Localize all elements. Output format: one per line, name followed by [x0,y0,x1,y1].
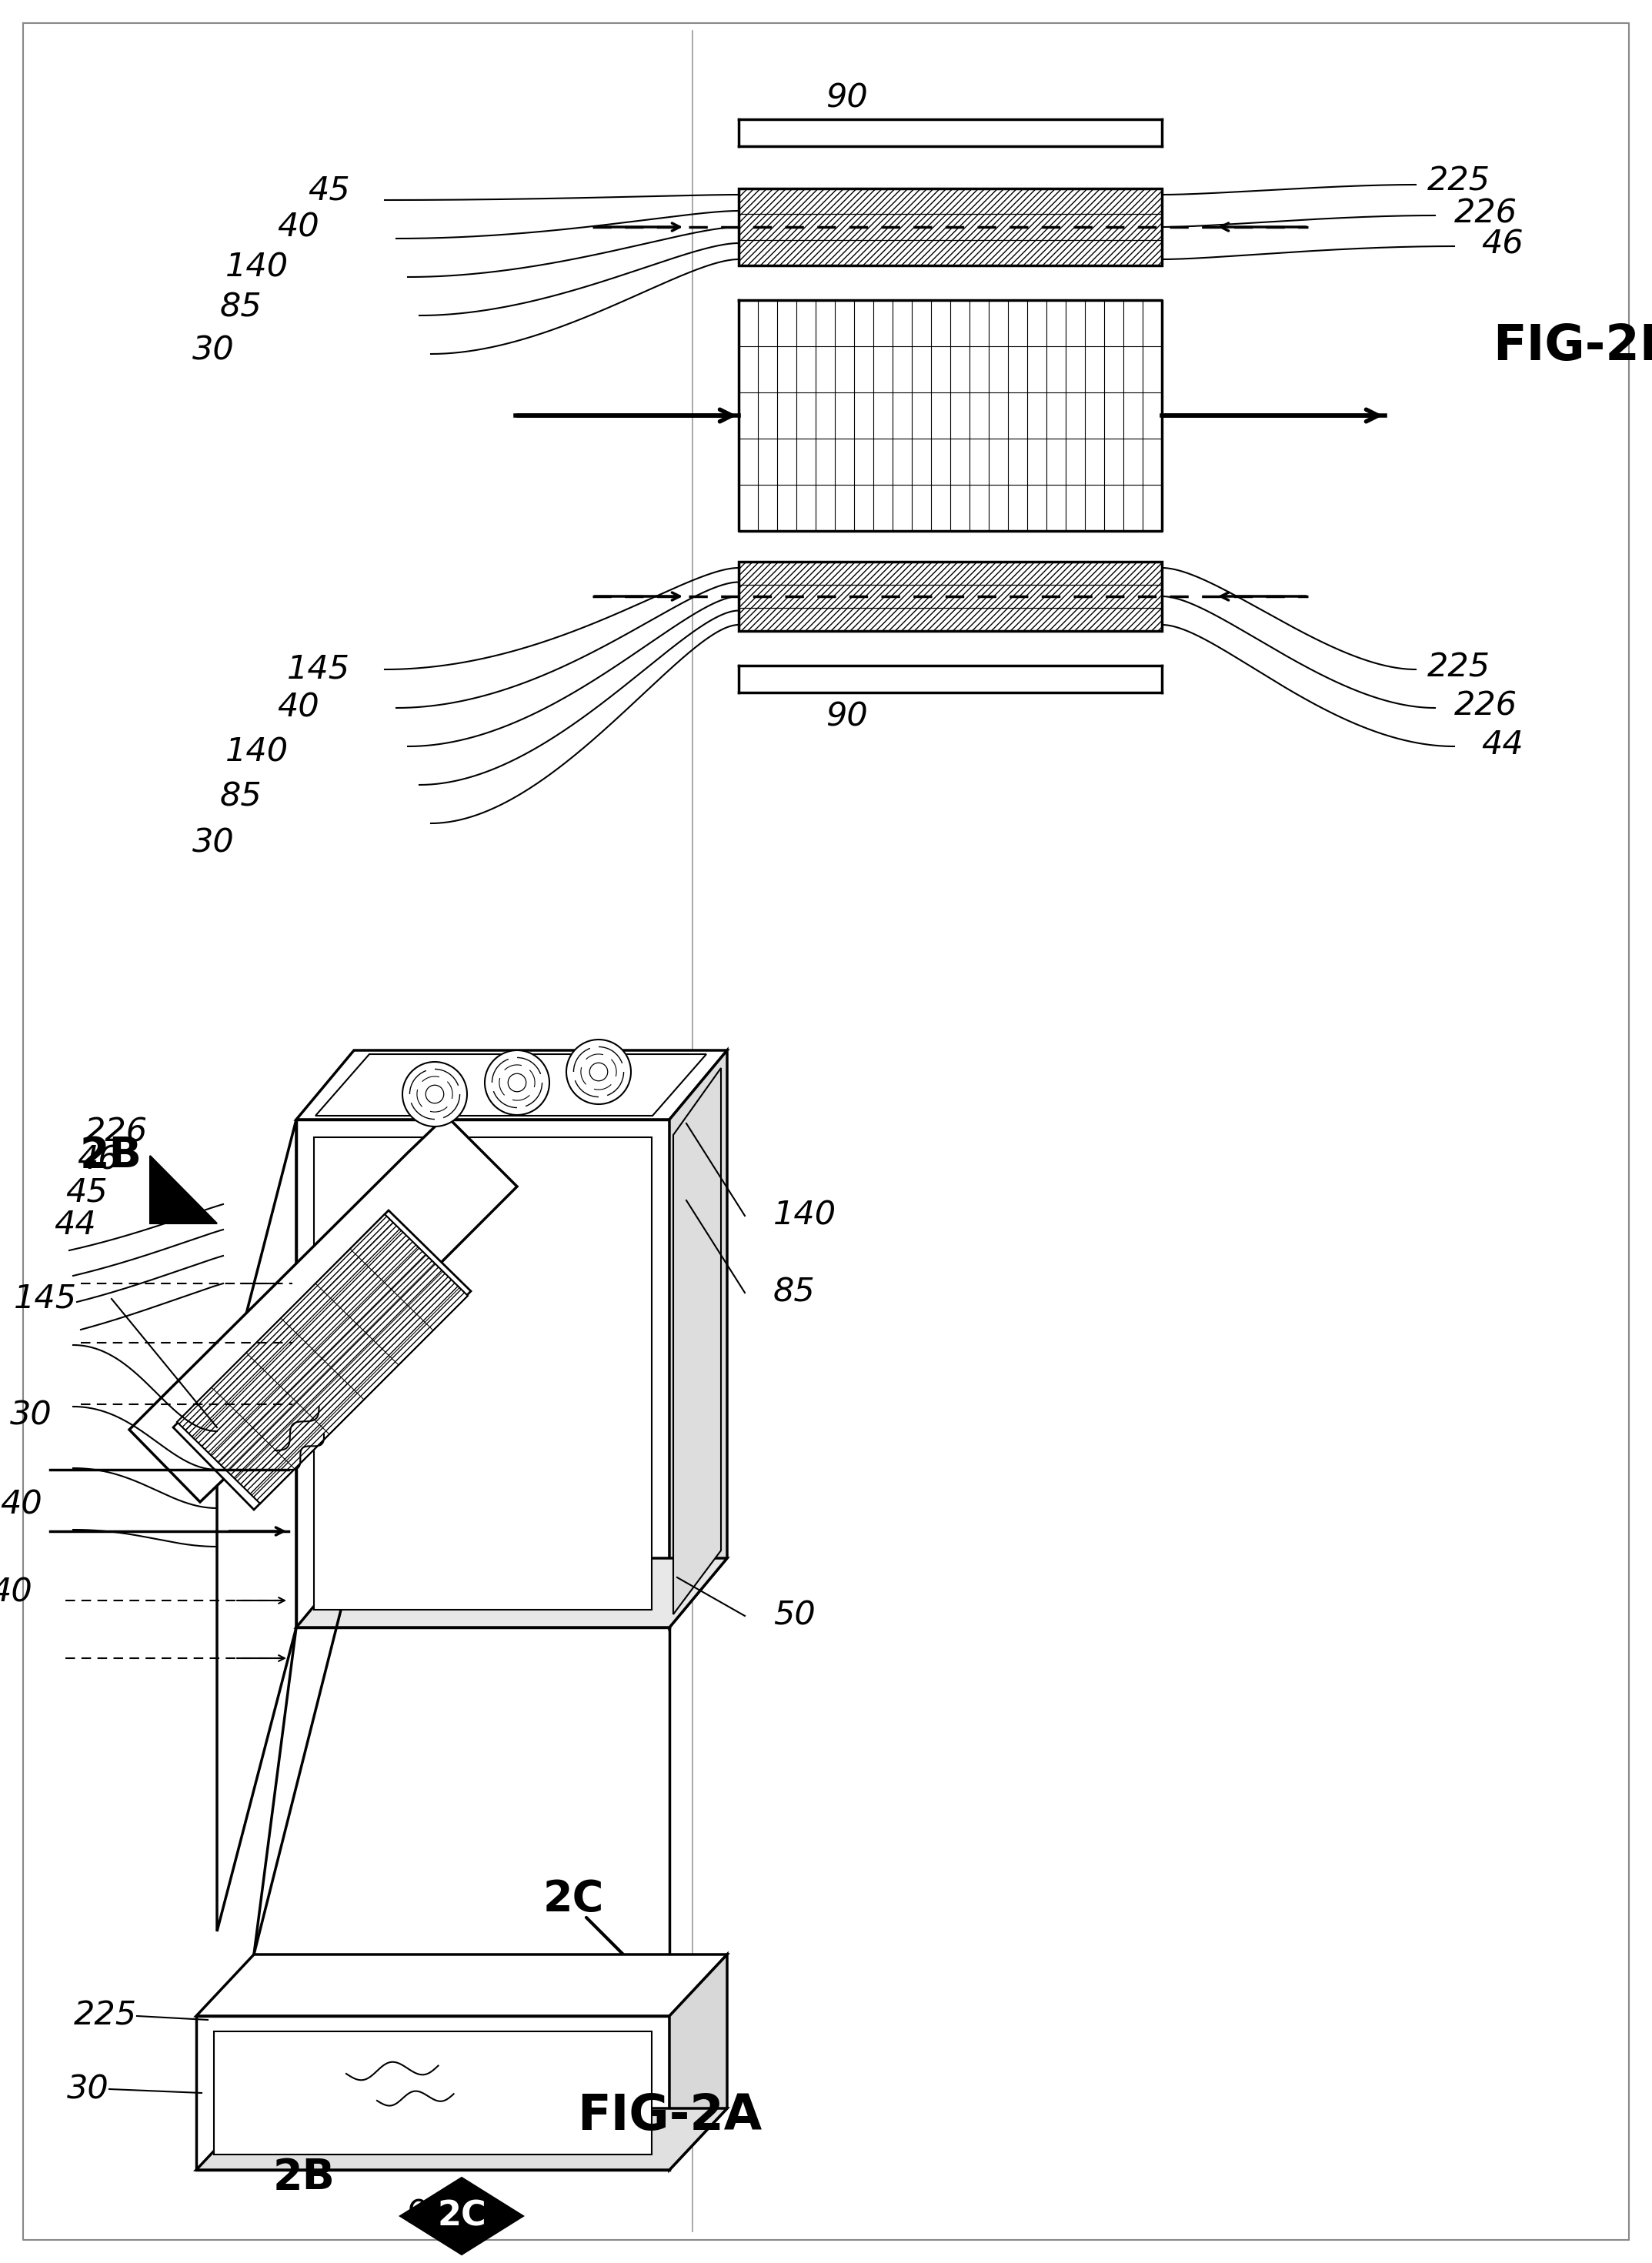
Text: 145: 145 [287,654,350,686]
Text: 225: 225 [1427,165,1490,197]
Polygon shape [400,2177,524,2254]
Text: 30: 30 [193,335,235,367]
Circle shape [426,1086,444,1104]
Polygon shape [674,1068,720,1614]
Circle shape [403,1061,468,1127]
Text: 30: 30 [68,2073,109,2105]
Text: 90: 90 [406,2197,448,2231]
Text: 140: 140 [225,735,289,769]
Text: 2B: 2B [273,2157,335,2197]
Text: 2C: 2C [438,2200,486,2234]
Text: 85: 85 [220,781,261,812]
Polygon shape [669,1955,727,2170]
Text: 46: 46 [78,1145,119,1177]
Text: 45: 45 [307,174,350,206]
Text: 145: 145 [13,1283,78,1315]
Text: 85: 85 [220,292,261,324]
Text: 226: 226 [1454,197,1518,229]
Text: 40: 40 [0,1577,33,1609]
Text: 225: 225 [74,2000,137,2032]
Text: 40: 40 [0,1489,43,1521]
Text: 140: 140 [225,251,289,283]
Polygon shape [197,2109,727,2170]
Text: 45: 45 [66,1177,107,1208]
Polygon shape [216,1120,296,1930]
Polygon shape [129,1116,517,1503]
Polygon shape [150,1156,216,1224]
Text: 30: 30 [193,826,235,858]
Polygon shape [296,1559,727,1627]
Text: 85: 85 [773,1276,816,1308]
Text: 50: 50 [773,1600,816,1632]
Text: 90: 90 [826,81,867,113]
Polygon shape [296,1050,727,1120]
Bar [738,561,1161,631]
Text: 90: 90 [826,702,867,733]
Text: 140: 140 [773,1199,836,1231]
Text: 30: 30 [10,1399,53,1432]
Polygon shape [177,1215,468,1503]
Polygon shape [314,1138,653,1609]
Polygon shape [173,1211,471,1509]
Polygon shape [316,1055,707,1116]
Circle shape [484,1050,550,1116]
Text: 2B: 2B [79,1136,142,1177]
Polygon shape [213,2032,653,2154]
Text: 2C: 2C [544,1878,603,1919]
Circle shape [509,1073,525,1091]
Polygon shape [197,1955,727,2016]
Bar [738,188,1161,265]
Text: 46: 46 [1482,229,1523,260]
Polygon shape [197,2016,669,2170]
Text: 44: 44 [1482,729,1523,760]
Text: 40: 40 [278,210,319,242]
Text: 40: 40 [278,692,319,724]
Text: 226: 226 [1454,690,1518,722]
Text: 44: 44 [55,1208,96,1240]
Polygon shape [669,1050,727,1627]
Circle shape [567,1039,631,1104]
Text: 225: 225 [1427,652,1490,683]
Text: FIG-2A: FIG-2A [577,2093,762,2141]
Text: FIG-2B: FIG-2B [1493,321,1652,371]
Polygon shape [296,1120,669,1627]
Text: 226: 226 [84,1116,147,1150]
Circle shape [590,1064,608,1082]
